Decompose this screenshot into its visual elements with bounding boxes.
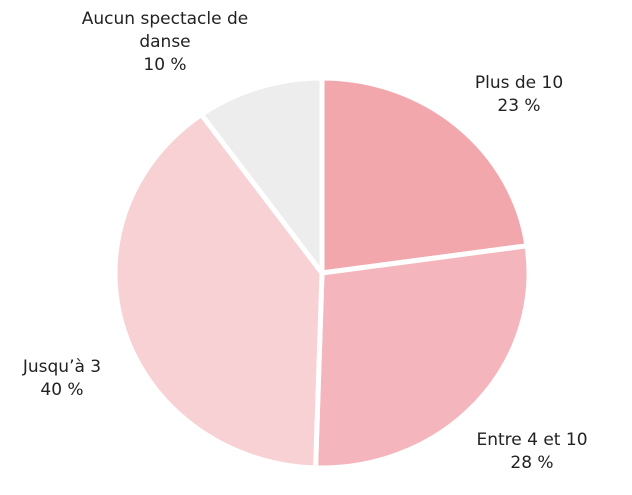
- category-label: Aucun spectacle de danse: [81, 9, 249, 52]
- slice-label: Entre 4 et 10 28 %: [462, 429, 602, 475]
- pie-slice: [198, 75, 325, 276]
- category-label: Plus de 10: [474, 73, 564, 93]
- slice-label: Aucun spectacle de danse 10 %: [80, 8, 250, 77]
- slice-label: Jusqu’à 3 40 %: [2, 356, 122, 402]
- pie-slice: [313, 243, 532, 471]
- category-label: Jusqu’à 3: [22, 357, 102, 377]
- value-label: 40 %: [40, 380, 84, 400]
- value-label: 23 %: [497, 96, 541, 116]
- value-label: 28 %: [510, 453, 554, 473]
- category-label: Entre 4 et 10: [476, 430, 588, 450]
- pie-slice: [319, 75, 530, 276]
- slice-label: Plus de 10 23 %: [449, 72, 589, 118]
- value-label: 10 %: [143, 55, 187, 75]
- pie-slice: [112, 112, 325, 471]
